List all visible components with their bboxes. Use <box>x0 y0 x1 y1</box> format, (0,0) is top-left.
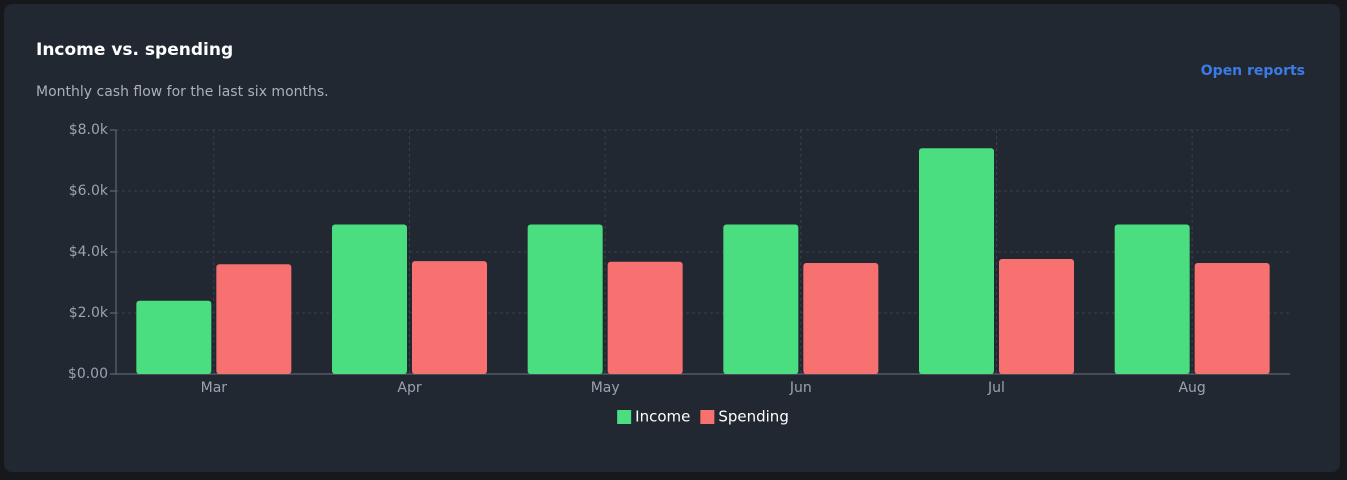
bar <box>1114 224 1190 374</box>
bar <box>412 261 487 374</box>
bar <box>999 259 1074 374</box>
bar <box>527 224 603 374</box>
bar <box>1194 262 1270 374</box>
open-reports-link[interactable]: Open reports <box>1201 63 1305 79</box>
legend-label: Income <box>635 408 690 426</box>
x-tick-label: May <box>591 380 620 396</box>
x-tick-label: Jul <box>987 380 1005 396</box>
bar <box>723 224 799 374</box>
legend-swatch <box>700 410 715 424</box>
x-tick-label: Mar <box>201 380 228 396</box>
bar <box>332 224 407 374</box>
bar <box>216 264 292 374</box>
x-tick-label: Apr <box>397 380 421 396</box>
chart-subtitle: Monthly cash flow for the last six month… <box>36 84 329 100</box>
legend-swatch <box>617 410 632 424</box>
bar <box>919 148 994 374</box>
y-tick-label: $6.0k <box>69 183 109 199</box>
y-tick-label: $8.0k <box>69 122 109 138</box>
x-tick-label: Aug <box>1178 380 1205 396</box>
legend-label: Spending <box>718 408 789 426</box>
bar <box>803 262 879 374</box>
y-tick-label: $0.00 <box>68 366 108 382</box>
x-tick-label: Jun <box>789 380 812 396</box>
y-tick-label: $2.0k <box>69 305 109 321</box>
bar <box>607 261 683 374</box>
bar <box>136 300 212 374</box>
y-tick-label: $4.0k <box>69 244 109 260</box>
chart-title: Income vs. spending <box>36 40 233 60</box>
